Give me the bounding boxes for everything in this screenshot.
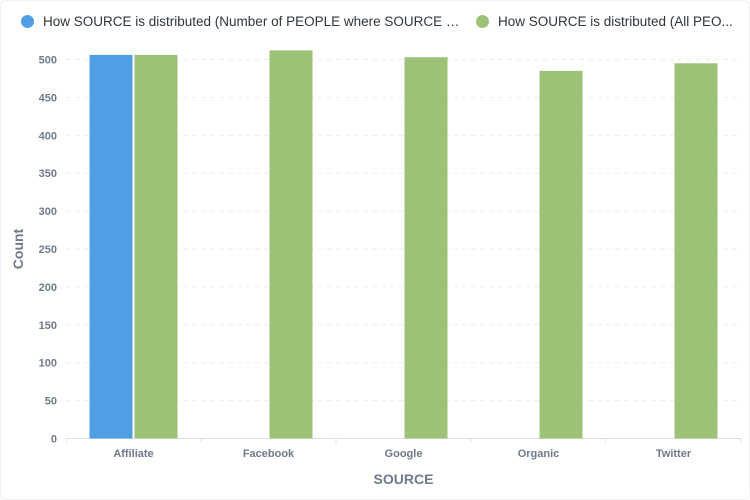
x-tick-label-affiliate: Affiliate [113,448,153,460]
y-tick-label: 300 [39,206,57,218]
y-tick-label: 0 [51,434,57,446]
y-tick-label: 400 [39,130,57,142]
y-tick-label: 500 [39,55,57,67]
bar-2-google [404,57,448,439]
y-tick-label: 150 [39,320,57,332]
x-tick-label-twitter: Twitter [656,448,692,460]
y-tick-label: 100 [39,358,57,370]
y-tick-label: 50 [45,396,57,408]
bar-2-twitter [674,63,718,439]
y-axis-title: Count [10,228,26,269]
y-tick-label: 200 [39,282,57,294]
bar-2-organic [539,70,583,439]
legend-item-series-1[interactable]: How SOURCE is distributed (Number of PEO… [21,10,461,32]
x-tick-label-organic: Organic [518,448,560,460]
y-tick-label: 250 [39,244,57,256]
legend-swatch-series-1 [21,14,34,28]
y-tick-label: 450 [39,92,57,104]
chart-legend: How SOURCE is distributed (Number of PEO… [0,10,750,32]
x-axis-title: SOURCE [374,471,434,487]
y-tick-label: 350 [39,168,57,180]
bar-2-affiliate [134,54,178,439]
x-tick-label-google: Google [385,448,423,460]
legend-swatch-series-2 [476,14,489,28]
bar-2-facebook [269,50,313,439]
x-tick-label-facebook: Facebook [243,448,295,460]
legend-item-series-2[interactable]: How SOURCE is distributed (All PEO... [476,10,744,32]
bar-1-affiliate [89,54,133,439]
